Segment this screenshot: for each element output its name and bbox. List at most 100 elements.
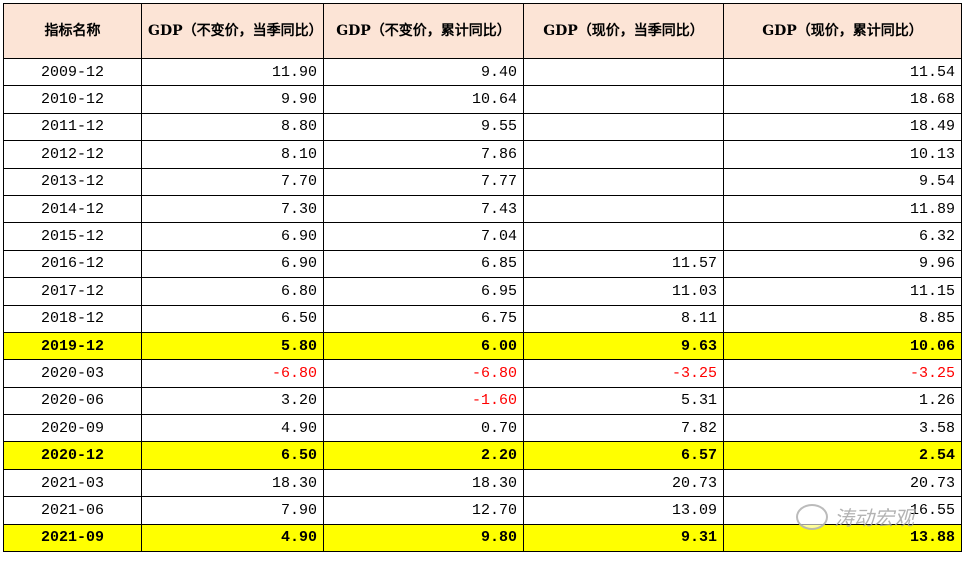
date-cell: 2012-12 xyxy=(3,140,142,169)
table-row: 2021-06 7.90 12.70 13.09 16.55 xyxy=(3,496,962,525)
value-cell xyxy=(523,112,724,142)
value-cell: 20.73 xyxy=(523,468,724,498)
value-cell: 10.06 xyxy=(723,331,962,361)
table-row: 2011-12 8.80 9.55 18.49 xyxy=(3,112,962,142)
value-cell: 5.31 xyxy=(523,386,724,416)
date-cell: 2009-12 xyxy=(3,57,142,87)
value-cell: 8.80 xyxy=(141,112,324,142)
date-cell: 2021-03 xyxy=(3,468,142,498)
value-cell: 4.90 xyxy=(141,523,324,553)
table-row: 2017-12 6.80 6.95 11.03 11.15 xyxy=(3,277,962,306)
value-cell: -1.60 xyxy=(323,386,524,416)
value-cell: 2.54 xyxy=(723,441,962,470)
value-cell: 11.89 xyxy=(723,194,962,224)
wechat-icon xyxy=(796,503,828,530)
value-cell: 7.86 xyxy=(323,140,524,169)
value-cell: 11.57 xyxy=(523,249,724,279)
value-cell: 0.70 xyxy=(323,414,524,443)
value-cell: 11.54 xyxy=(723,57,962,87)
table-row: 2015-12 6.90 7.04 6.32 xyxy=(3,222,962,251)
value-cell: 4.90 xyxy=(141,414,324,443)
value-cell: 10.13 xyxy=(723,140,962,169)
table-row: 2020-06 3.20 -1.60 5.31 1.26 xyxy=(3,386,962,416)
value-cell: 18.30 xyxy=(323,468,524,498)
value-cell: 7.43 xyxy=(323,194,524,224)
value-cell: 9.63 xyxy=(523,331,724,361)
table-row: 2020-12 6.50 2.20 6.57 2.54 xyxy=(3,441,962,470)
watermark-text: 涛动宏观 xyxy=(834,506,914,530)
value-cell: -3.25 xyxy=(523,359,724,388)
header-row: 指标名称 GDP（不变价，当季同比） GDP（不变价，累计同比） GDP（现价，当季同… xyxy=(3,3,962,59)
column-header: 指标名称 xyxy=(3,3,142,59)
value-cell: 9.55 xyxy=(323,112,524,142)
table-row: 2021-03 18.30 18.30 20.73 20.73 xyxy=(3,468,962,498)
value-cell: 9.40 xyxy=(323,57,524,87)
value-cell: -6.80 xyxy=(323,359,524,388)
value-cell: 5.80 xyxy=(141,331,324,361)
table-row: 2021-09 4.90 9.80 9.31 13.88 xyxy=(3,523,962,553)
value-cell: 18.68 xyxy=(723,85,962,114)
date-cell: 2021-06 xyxy=(3,496,142,525)
value-cell: 6.75 xyxy=(323,304,524,333)
value-cell: 13.88 xyxy=(723,523,962,553)
value-cell: 8.11 xyxy=(523,304,724,333)
date-cell: 2020-09 xyxy=(3,414,142,443)
value-cell: 6.80 xyxy=(141,277,324,306)
value-cell: 3.20 xyxy=(141,386,324,416)
value-cell: 9.80 xyxy=(323,523,524,553)
table-row: 2020-09 4.90 0.70 7.82 3.58 xyxy=(3,414,962,443)
table-row: 2013-12 7.70 7.77 9.54 xyxy=(3,167,962,196)
table-row: 2019-12 5.80 6.00 9.63 10.06 xyxy=(3,331,962,361)
value-cell xyxy=(523,167,724,196)
value-cell: 11.03 xyxy=(523,277,724,306)
date-cell: 2020-03 xyxy=(3,359,142,388)
value-cell: 7.90 xyxy=(141,496,324,525)
value-cell: 7.04 xyxy=(323,222,524,251)
date-cell: 2010-12 xyxy=(3,85,142,114)
value-cell: 7.30 xyxy=(141,194,324,224)
table-row: 2014-12 7.30 7.43 11.89 xyxy=(3,194,962,224)
date-cell: 2016-12 xyxy=(3,249,142,279)
date-cell: 2020-12 xyxy=(3,441,142,470)
table-row: 2012-12 8.10 7.86 10.13 xyxy=(3,140,962,169)
value-cell: 6.95 xyxy=(323,277,524,306)
value-cell: 10.64 xyxy=(323,85,524,114)
date-cell: 2015-12 xyxy=(3,222,142,251)
value-cell: 6.32 xyxy=(723,222,962,251)
value-cell: 6.57 xyxy=(523,441,724,470)
value-cell: 9.90 xyxy=(141,85,324,114)
value-cell: 18.30 xyxy=(141,468,324,498)
value-cell: 6.90 xyxy=(141,249,324,279)
value-cell: 13.09 xyxy=(523,496,724,525)
gdp-table: 指标名称 GDP（不变价，当季同比） GDP（不变价，累计同比） GDP（现价，当季同… xyxy=(3,3,962,553)
value-cell: 18.49 xyxy=(723,112,962,142)
table-row: 2010-12 9.90 10.64 18.68 xyxy=(3,85,962,114)
value-cell xyxy=(523,140,724,169)
watermark: 涛动宏观 xyxy=(796,502,914,531)
value-cell: 9.54 xyxy=(723,167,962,196)
value-cell: 20.73 xyxy=(723,468,962,498)
value-cell: 3.58 xyxy=(723,414,962,443)
value-cell xyxy=(523,57,724,87)
value-cell: 6.90 xyxy=(141,222,324,251)
value-cell: 7.70 xyxy=(141,167,324,196)
value-cell: 11.15 xyxy=(723,277,962,306)
value-cell xyxy=(523,194,724,224)
date-cell: 2021-09 xyxy=(3,523,142,553)
table-row: 2018-12 6.50 6.75 8.11 8.85 xyxy=(3,304,962,333)
value-cell: 7.77 xyxy=(323,167,524,196)
date-cell: 2013-12 xyxy=(3,167,142,196)
table-row: 2016-12 6.90 6.85 11.57 9.96 xyxy=(3,249,962,279)
value-cell: 8.10 xyxy=(141,140,324,169)
value-cell: -6.80 xyxy=(141,359,324,388)
date-cell: 2014-12 xyxy=(3,194,142,224)
table-row: 2020-03 -6.80 -6.80 -3.25 -3.25 xyxy=(3,359,962,388)
value-cell: 6.85 xyxy=(323,249,524,279)
value-cell: 9.31 xyxy=(523,523,724,553)
column-header: GDP（不变价，当季同比） xyxy=(141,3,324,59)
value-cell: 6.00 xyxy=(323,331,524,361)
value-cell: 8.85 xyxy=(723,304,962,333)
column-header: GDP（现价，累计同比） xyxy=(723,3,962,59)
value-cell: -3.25 xyxy=(723,359,962,388)
value-cell: 11.90 xyxy=(141,57,324,87)
